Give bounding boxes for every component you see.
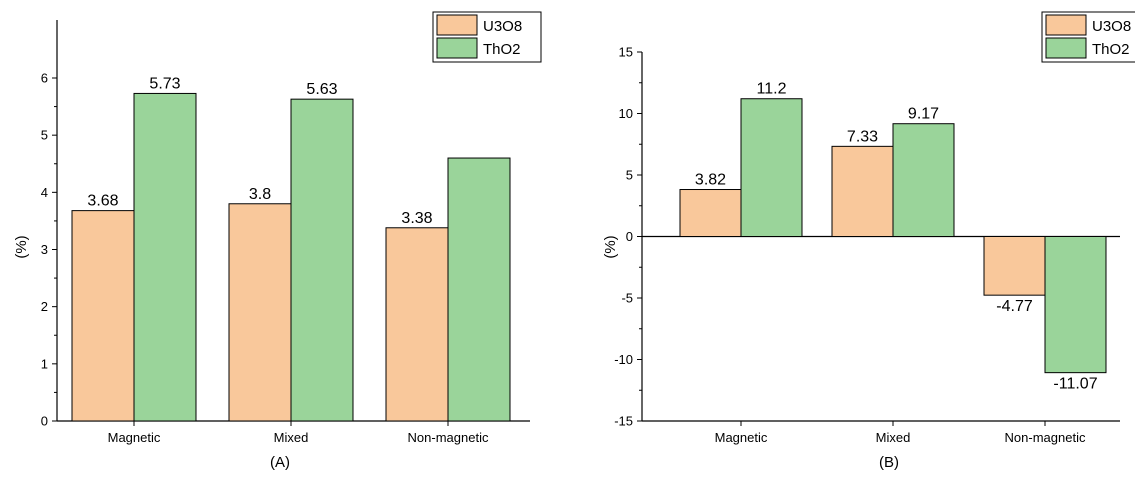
y-tick-label: 2 [41, 299, 48, 314]
data-label: 5.63 [306, 81, 337, 98]
y-tick-label: 6 [41, 71, 48, 86]
x-tick-label: Non-magnetic [1005, 430, 1086, 445]
panel-label: (A) [270, 454, 290, 471]
legend-swatch-u3o8 [436, 14, 478, 36]
panel-b: -15 -10 -5 0 5 10 15 Magnetic 3.82 11.2 Mixed 7.33 9… [602, 11, 1135, 471]
y-tick-label: 1 [41, 356, 48, 371]
y-axis-label: (%) [602, 235, 619, 258]
y-axis-label: (%) [13, 235, 30, 258]
bar-u3o8 [983, 236, 1046, 296]
bar-tho2 [290, 98, 354, 422]
y-tick-label: 3 [41, 242, 48, 257]
legend-label: ThO2 [483, 41, 521, 58]
data-label: -11.07 [1053, 376, 1097, 393]
bar-tho2 [447, 157, 511, 422]
data-label: 3.82 [695, 172, 726, 189]
x-tick-label: Mixed [274, 430, 309, 445]
bar-tho2 [740, 98, 803, 237]
bar-u3o8 [71, 210, 135, 422]
data-label: -4.77 [996, 298, 1033, 315]
legend-label: U3O8 [1092, 18, 1131, 35]
data-label: 9.17 [908, 106, 939, 123]
bar-tho2 [133, 92, 197, 422]
x-tick-label: Non-magnetic [408, 430, 489, 445]
legend-swatch-tho2 [436, 37, 478, 59]
y-tick-label: -15 [614, 414, 633, 429]
legend-label: U3O8 [483, 18, 522, 35]
legend-swatch-u3o8 [1045, 14, 1087, 36]
y-tick-label: 0 [41, 414, 48, 429]
data-label: 3.38 [401, 210, 432, 227]
y-tick-label: 5 [41, 128, 48, 143]
legend-label: ThO2 [1092, 41, 1130, 58]
bar-u3o8 [831, 145, 894, 237]
data-label: 7.33 [847, 128, 878, 145]
legend-swatch-tho2 [1045, 37, 1087, 59]
bar-tho2 [1044, 236, 1107, 374]
data-label: 3.68 [87, 193, 118, 210]
y-tick-label: 5 [626, 168, 633, 183]
x-tick-label: Magnetic [108, 430, 161, 445]
data-label: 3.8 [249, 186, 271, 203]
y-tick-label: 0 [626, 229, 633, 244]
bar-tho2 [892, 123, 955, 237]
y-tick-label: 10 [619, 106, 633, 121]
y-tick-label: -10 [614, 352, 633, 367]
panel-a: 0 1 2 3 4 5 6 Magnetic 3.68 5.73 Mixed 3.8 5.63 Non-m… [13, 11, 542, 471]
bar-u3o8 [679, 189, 742, 238]
y-tick-label: -5 [621, 291, 633, 306]
bar-u3o8 [385, 227, 449, 422]
panel-label: (B) [879, 454, 899, 471]
y-tick-label: 4 [41, 185, 48, 200]
bar-u3o8 [228, 203, 292, 422]
y-tick-label: 15 [619, 45, 633, 60]
data-label: 11.2 [757, 81, 787, 98]
x-tick-label: Magnetic [715, 430, 768, 445]
data-label: 5.73 [149, 75, 180, 92]
x-tick-label: Mixed [876, 430, 911, 445]
